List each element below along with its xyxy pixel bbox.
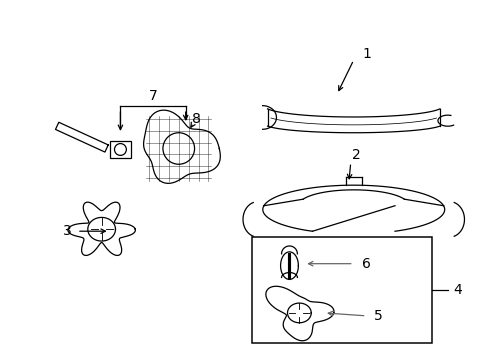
Polygon shape — [143, 110, 220, 183]
Text: 5: 5 — [373, 309, 382, 323]
Polygon shape — [265, 286, 333, 341]
Text: 2: 2 — [352, 148, 360, 162]
Text: 1: 1 — [362, 47, 370, 61]
Bar — [109, 141, 131, 158]
Text: 3: 3 — [62, 224, 71, 238]
Polygon shape — [68, 202, 135, 256]
Text: 8: 8 — [192, 112, 201, 126]
Text: 6: 6 — [362, 257, 370, 271]
Text: 7: 7 — [148, 89, 157, 103]
Text: 4: 4 — [452, 283, 461, 297]
Bar — [251, 237, 431, 343]
